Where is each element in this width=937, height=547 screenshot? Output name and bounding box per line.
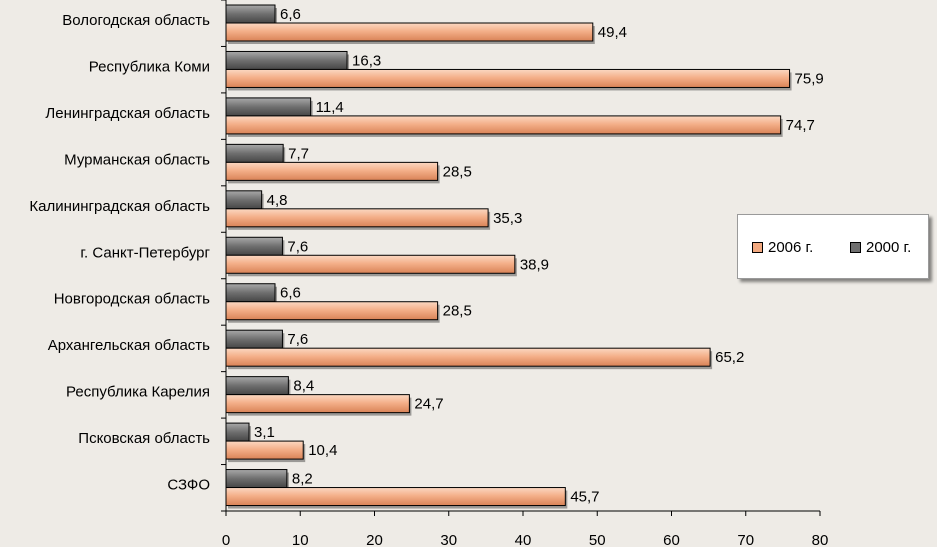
value-label-2000: 11,4	[316, 99, 344, 116]
category-label: Мурманская область	[64, 151, 210, 168]
bars-layer	[225, 4, 792, 509]
value-label-2000: 7,7	[288, 145, 309, 162]
bar-2000	[225, 97, 312, 117]
bar-2000	[225, 190, 263, 210]
bar-2000	[225, 376, 289, 396]
value-label-2000: 4,8	[267, 192, 288, 209]
bar-2006	[225, 301, 439, 321]
value-label-2006: 10,4	[308, 442, 337, 459]
legend: 2006 г. 2000 г.	[737, 214, 929, 279]
category-label: СЗФО	[167, 477, 210, 494]
labels-layer: 6,6 49,4 Вологодская область 16,3 75,9 Респуб…	[29, 6, 828, 547]
bar-2006	[225, 254, 516, 274]
category-label: Ленинградская область	[45, 105, 210, 122]
value-label-2000: 6,6	[280, 6, 301, 23]
value-label-2006: 75,9	[795, 70, 824, 87]
legend-swatch-2000	[850, 242, 861, 253]
x-tick-label: 70	[737, 532, 754, 547]
value-label-2006: 28,5	[443, 163, 472, 180]
bar-2006	[225, 68, 791, 88]
value-label-2006: 74,7	[786, 117, 815, 134]
value-label-2006: 49,4	[598, 24, 627, 41]
value-label-2000: 7,6	[287, 331, 308, 348]
value-label-2006: 38,9	[520, 256, 549, 273]
bar-2006	[225, 487, 566, 507]
category-label: Калининградская область	[29, 198, 210, 215]
category-label: Новгородская область	[54, 291, 210, 308]
category-label: Вологодская область	[62, 12, 210, 29]
x-tick-label: 0	[222, 532, 230, 547]
category-label: Республика Карелия	[66, 384, 210, 401]
x-tick-label: 50	[589, 532, 606, 547]
x-axis	[221, 0, 821, 516]
value-label-2006: 65,2	[715, 349, 744, 366]
value-label-2000: 16,3	[352, 52, 381, 69]
bar-2006	[225, 440, 304, 460]
legend-item-2006: 2006 г.	[752, 239, 813, 256]
bar-2000	[225, 422, 250, 442]
bar-2000	[225, 329, 283, 349]
bar-2006	[225, 115, 782, 135]
value-label-2006: 24,7	[414, 396, 443, 413]
legend-item-2000: 2000 г.	[850, 239, 911, 256]
x-tick-label: 10	[292, 532, 309, 547]
x-tick-label: 30	[440, 532, 457, 547]
value-label-2000: 7,6	[287, 238, 308, 255]
bar-2000	[225, 469, 288, 489]
value-label-2000: 8,4	[293, 378, 314, 395]
value-label-2006: 45,7	[570, 489, 599, 506]
bar-2006	[225, 22, 594, 42]
x-tick-label: 80	[812, 532, 829, 547]
bar-2000	[225, 236, 283, 256]
bar-2006	[225, 394, 410, 414]
bar-2006	[225, 161, 439, 181]
bar-2000	[225, 143, 284, 163]
category-label: Псковская область	[78, 430, 210, 447]
value-label-2006: 35,3	[493, 210, 522, 227]
value-label-2000: 6,6	[280, 285, 301, 302]
bar-2000	[225, 50, 348, 70]
bar-2000	[225, 283, 276, 303]
x-tick-label: 60	[663, 532, 680, 547]
bar-2006	[225, 208, 489, 228]
bar-2006	[225, 347, 711, 367]
x-tick-label: 20	[366, 532, 383, 547]
value-label-2000: 8,2	[292, 471, 313, 488]
category-label: Республика Коми	[89, 58, 210, 75]
legend-swatch-2006	[752, 242, 763, 253]
category-label: г. Санкт-Петербург	[80, 244, 210, 261]
legend-label-2000: 2000 г.	[866, 239, 912, 256]
category-label: Архангельская область	[48, 337, 210, 354]
legend-label-2006: 2006 г.	[768, 239, 814, 256]
value-label-2006: 28,5	[443, 303, 472, 320]
bar-2000	[225, 4, 276, 24]
x-tick-label: 40	[515, 532, 532, 547]
value-label-2000: 3,1	[254, 424, 275, 441]
